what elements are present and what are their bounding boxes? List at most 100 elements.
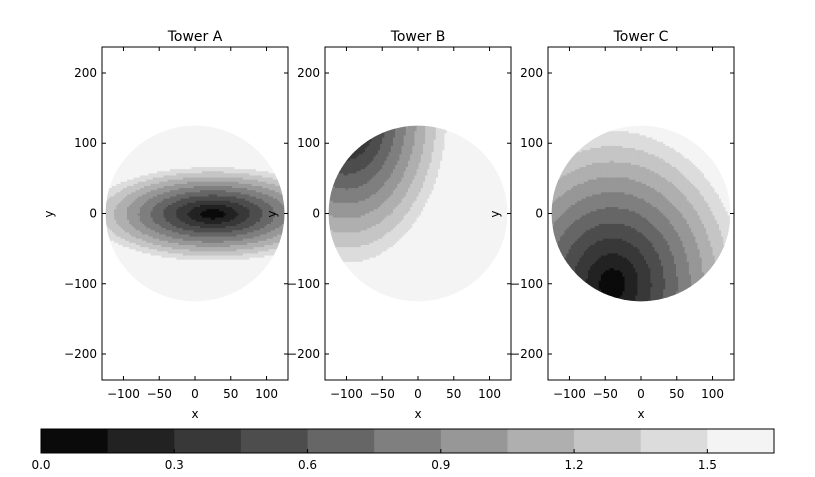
contour-cell <box>219 252 223 256</box>
contour-cell <box>146 172 150 176</box>
contour-cell <box>163 160 167 163</box>
contour-cell <box>146 235 150 239</box>
contour-cell <box>131 288 135 292</box>
contour-cell <box>109 198 113 201</box>
contour-cell <box>172 278 175 281</box>
contour-cell <box>127 153 130 157</box>
contour-cell <box>184 206 188 210</box>
contour-cell <box>137 225 141 229</box>
contour-cell <box>131 136 135 140</box>
contour-cell <box>187 294 190 298</box>
contour-cell <box>112 284 115 288</box>
contour-cell <box>172 189 175 193</box>
contour-cell <box>202 126 205 130</box>
contour-cell <box>204 235 208 239</box>
contour-cell <box>146 242 150 246</box>
contour-cell <box>200 242 203 246</box>
contour-cell <box>180 160 184 163</box>
contour-cell <box>217 145 220 149</box>
contour-cell <box>208 271 212 275</box>
contour-cell <box>129 164 132 168</box>
contour-cell <box>191 193 195 197</box>
contour-cell <box>109 219 113 222</box>
contour-cell <box>144 210 147 214</box>
contour-cell <box>152 269 156 273</box>
contour-cell <box>193 282 197 286</box>
contour-cell <box>221 134 225 138</box>
contour-cell <box>167 250 171 254</box>
contour-cell <box>208 276 212 279</box>
contour-cell <box>197 297 201 300</box>
contour-cell <box>206 288 210 292</box>
contour-cell <box>225 162 229 165</box>
contour-cell <box>159 271 162 275</box>
contour-cell <box>139 259 143 262</box>
contour-cell <box>112 189 115 193</box>
contour-cell <box>174 219 177 222</box>
contour-cell <box>157 134 160 138</box>
contour-cell <box>208 200 212 203</box>
contour-cell <box>210 267 214 271</box>
contour-cell <box>189 219 193 222</box>
contour-cell <box>193 210 197 214</box>
contour-cell <box>172 229 175 233</box>
contour-cell <box>112 200 115 203</box>
contour-cell <box>172 263 175 267</box>
contour-cell <box>184 134 188 138</box>
contour-cell <box>161 200 165 203</box>
contour-cell <box>148 153 152 157</box>
contour-cell <box>210 183 214 186</box>
contour-cell <box>159 261 162 264</box>
contour-cell <box>193 179 197 182</box>
contour-cell <box>142 273 145 277</box>
contour-cell <box>202 282 205 286</box>
contour-cell <box>122 286 126 290</box>
contour-cell <box>206 290 210 294</box>
contour-cell <box>172 267 175 271</box>
contour-cell <box>129 204 132 208</box>
contour-cell <box>210 261 214 264</box>
contour-cell <box>157 162 160 165</box>
contour-cell <box>142 141 145 144</box>
contour-cell <box>131 221 135 224</box>
contour-cell <box>133 254 137 258</box>
contour-cell <box>180 130 184 134</box>
contour-cell <box>118 187 122 191</box>
contour-cell <box>167 200 171 203</box>
contour-cell <box>120 191 124 195</box>
contour-cell <box>161 273 165 277</box>
contour-cell <box>142 158 145 161</box>
contour-cell <box>129 200 132 203</box>
contour-cell <box>225 214 229 218</box>
contour-cell <box>230 284 233 288</box>
contour-cell <box>157 130 160 134</box>
contour-cell <box>195 223 199 227</box>
contour-cell <box>227 254 231 258</box>
contour-cell <box>124 204 128 208</box>
contour-cell <box>112 191 115 195</box>
contour-cell <box>154 229 158 233</box>
contour-cell <box>212 158 216 161</box>
contour-cell <box>206 238 210 241</box>
contour-cell <box>169 189 173 193</box>
contour-cell <box>118 179 122 182</box>
contour-cell <box>172 147 175 151</box>
contour-cell <box>116 132 120 136</box>
contour-cell <box>227 208 231 212</box>
contour-cell <box>217 164 220 168</box>
contour-cell <box>184 294 188 298</box>
contour-cell <box>122 191 126 195</box>
contour-cell <box>159 246 162 250</box>
contour-cell <box>169 261 173 264</box>
contour-cell <box>118 294 122 298</box>
contour-cell <box>210 139 214 142</box>
contour-cell <box>107 195 111 199</box>
contour-cell <box>178 227 182 231</box>
contour-cell <box>150 208 154 212</box>
contour-cell <box>189 160 193 163</box>
contour-cell <box>169 193 173 197</box>
contour-cell <box>124 172 128 176</box>
contour-cell <box>116 278 120 281</box>
contour-cell <box>204 252 208 256</box>
contour-cell <box>221 225 225 229</box>
